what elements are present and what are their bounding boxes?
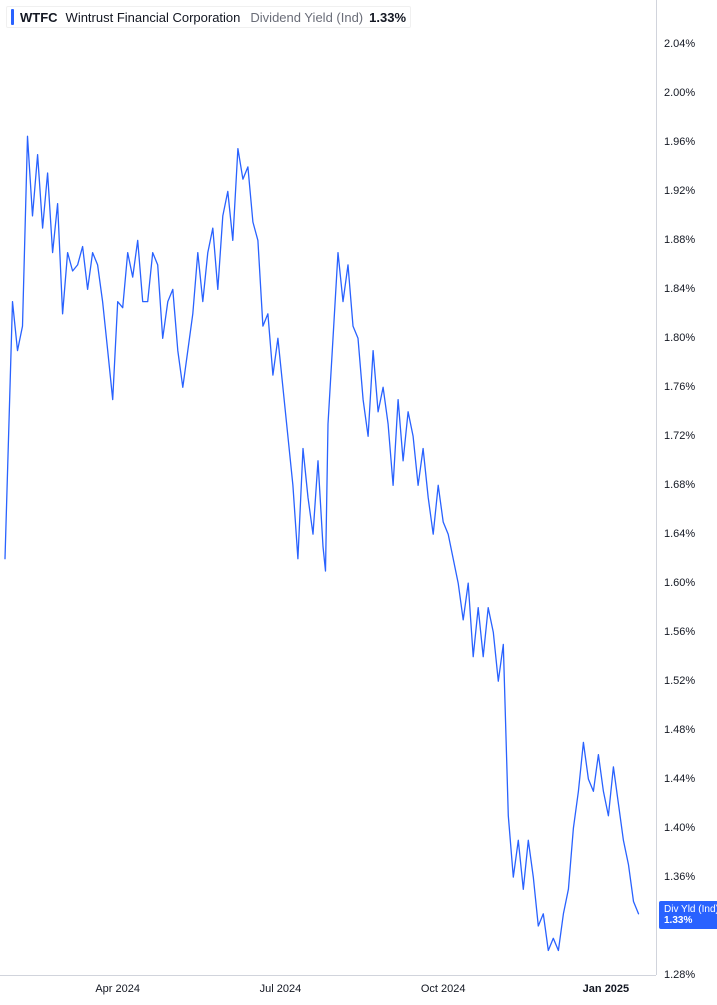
chart-container: WTFC Wintrust Financial Corporation Divi… [0,0,717,1005]
y-tick-label: 1.88% [664,234,695,246]
badge-label: Div Yld (Ind) [664,904,717,915]
y-tick-label: 2.00% [664,87,695,99]
x-tick-label: Apr 2024 [95,983,140,995]
y-tick-label: 1.68% [664,479,695,491]
x-tick-label: Jul 2024 [260,983,302,995]
y-tick-label: 1.64% [664,528,695,540]
badge-value: 1.33% [664,915,717,926]
price-line [5,136,639,950]
y-tick-label: 1.28% [664,969,695,981]
y-tick-label: 1.48% [664,724,695,736]
last-value-badge: Div Yld (Ind) 1.33% [659,901,717,929]
y-tick-label: 1.72% [664,430,695,442]
x-axis-line [0,975,656,976]
y-tick-label: 1.36% [664,871,695,883]
x-tick-label: Oct 2024 [421,983,466,995]
y-axis-line [656,0,657,975]
y-tick-label: 1.84% [664,283,695,295]
y-tick-label: 1.44% [664,773,695,785]
y-tick-label: 2.04% [664,38,695,50]
y-tick-label: 1.40% [664,822,695,834]
y-tick-label: 1.60% [664,577,695,589]
y-tick-label: 1.96% [664,136,695,148]
y-tick-label: 1.56% [664,626,695,638]
y-tick-label: 1.52% [664,675,695,687]
y-tick-label: 1.92% [664,185,695,197]
line-chart[interactable] [0,0,717,1005]
x-tick-label: Jan 2025 [583,983,629,995]
y-tick-label: 1.80% [664,332,695,344]
y-tick-label: 1.76% [664,381,695,393]
